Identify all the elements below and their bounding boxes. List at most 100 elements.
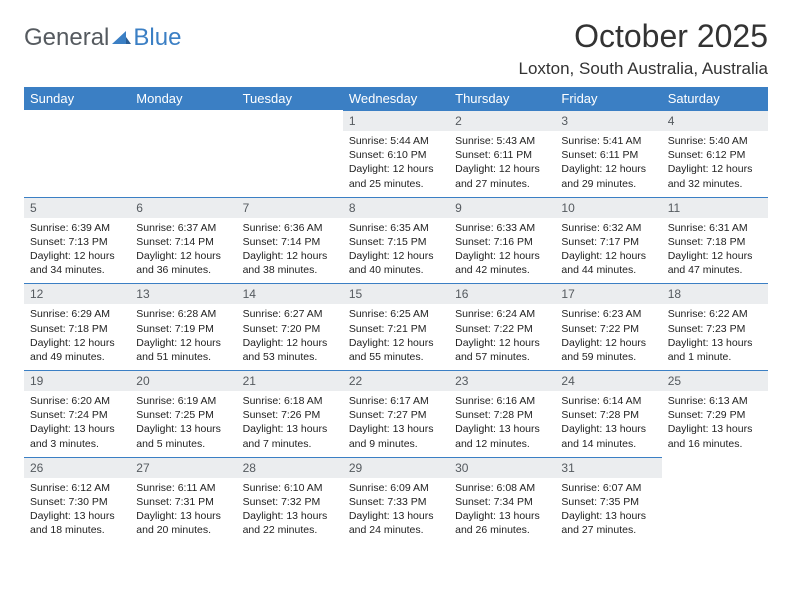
logo: General Blue [24, 24, 181, 52]
day-number: 3 [555, 110, 661, 131]
sunset-line: Sunset: 7:31 PM [136, 495, 230, 509]
sunset-line: Sunset: 7:22 PM [561, 322, 655, 336]
day-number: 25 [662, 370, 768, 391]
cell-body: Sunrise: 6:20 AMSunset: 7:24 PMDaylight:… [24, 391, 130, 457]
day-number: 5 [24, 197, 130, 218]
cell-body: Sunrise: 5:41 AMSunset: 6:11 PMDaylight:… [555, 131, 661, 197]
cell-body: Sunrise: 5:40 AMSunset: 6:12 PMDaylight:… [662, 131, 768, 197]
sunset-line: Sunset: 6:11 PM [455, 148, 549, 162]
sunset-line: Sunset: 6:12 PM [668, 148, 762, 162]
daylight-line: Daylight: 13 hours and 27 minutes. [561, 509, 655, 537]
cell-body: Sunrise: 6:07 AMSunset: 7:35 PMDaylight:… [555, 478, 661, 544]
cell-body: Sunrise: 6:08 AMSunset: 7:34 PMDaylight:… [449, 478, 555, 544]
calendar-cell: 29Sunrise: 6:09 AMSunset: 7:33 PMDayligh… [343, 457, 449, 544]
cell-body: Sunrise: 6:39 AMSunset: 7:13 PMDaylight:… [24, 218, 130, 284]
daylight-line: Daylight: 12 hours and 29 minutes. [561, 162, 655, 190]
sunrise-line: Sunrise: 6:39 AM [30, 221, 124, 235]
sunrise-line: Sunrise: 6:28 AM [136, 307, 230, 321]
sunset-line: Sunset: 7:13 PM [30, 235, 124, 249]
day-number: 28 [237, 457, 343, 478]
sunrise-line: Sunrise: 6:25 AM [349, 307, 443, 321]
calendar-cell: 12Sunrise: 6:29 AMSunset: 7:18 PMDayligh… [24, 283, 130, 370]
sunset-line: Sunset: 7:33 PM [349, 495, 443, 509]
day-number: 29 [343, 457, 449, 478]
cell-body: Sunrise: 6:24 AMSunset: 7:22 PMDaylight:… [449, 304, 555, 370]
calendar-cell: 14Sunrise: 6:27 AMSunset: 7:20 PMDayligh… [237, 283, 343, 370]
day-number: 15 [343, 283, 449, 304]
day-number: 17 [555, 283, 661, 304]
calendar-cell: 8Sunrise: 6:35 AMSunset: 7:15 PMDaylight… [343, 197, 449, 284]
sunset-line: Sunset: 7:34 PM [455, 495, 549, 509]
day-number: 12 [24, 283, 130, 304]
weekday-header: Wednesday [343, 87, 449, 110]
sunrise-line: Sunrise: 6:11 AM [136, 481, 230, 495]
cell-body: Sunrise: 6:17 AMSunset: 7:27 PMDaylight:… [343, 391, 449, 457]
sunset-line: Sunset: 6:11 PM [561, 148, 655, 162]
calendar-cell: 17Sunrise: 6:23 AMSunset: 7:22 PMDayligh… [555, 283, 661, 370]
sunrise-line: Sunrise: 6:32 AM [561, 221, 655, 235]
calendar-cell: 19Sunrise: 6:20 AMSunset: 7:24 PMDayligh… [24, 370, 130, 457]
calendar-cell [662, 457, 768, 544]
daylight-line: Daylight: 12 hours and 49 minutes. [30, 336, 124, 364]
sunrise-line: Sunrise: 6:07 AM [561, 481, 655, 495]
sunset-line: Sunset: 7:17 PM [561, 235, 655, 249]
sunset-line: Sunset: 7:14 PM [243, 235, 337, 249]
day-number: 4 [662, 110, 768, 131]
sunrise-line: Sunrise: 6:22 AM [668, 307, 762, 321]
calendar-week: 19Sunrise: 6:20 AMSunset: 7:24 PMDayligh… [24, 370, 768, 457]
daylight-line: Daylight: 12 hours and 47 minutes. [668, 249, 762, 277]
daylight-line: Daylight: 13 hours and 18 minutes. [30, 509, 124, 537]
day-number: 20 [130, 370, 236, 391]
sunrise-line: Sunrise: 5:41 AM [561, 134, 655, 148]
daylight-line: Daylight: 13 hours and 14 minutes. [561, 422, 655, 450]
sunset-line: Sunset: 7:21 PM [349, 322, 443, 336]
sunrise-line: Sunrise: 6:20 AM [30, 394, 124, 408]
day-number: 30 [449, 457, 555, 478]
daylight-line: Daylight: 13 hours and 22 minutes. [243, 509, 337, 537]
daylight-line: Daylight: 12 hours and 44 minutes. [561, 249, 655, 277]
cell-body: Sunrise: 6:14 AMSunset: 7:28 PMDaylight:… [555, 391, 661, 457]
calendar-table: SundayMondayTuesdayWednesdayThursdayFrid… [24, 87, 768, 543]
sunrise-line: Sunrise: 6:08 AM [455, 481, 549, 495]
sunrise-line: Sunrise: 5:40 AM [668, 134, 762, 148]
sunset-line: Sunset: 7:20 PM [243, 322, 337, 336]
day-number: 11 [662, 197, 768, 218]
calendar-cell: 6Sunrise: 6:37 AMSunset: 7:14 PMDaylight… [130, 197, 236, 284]
calendar-cell: 27Sunrise: 6:11 AMSunset: 7:31 PMDayligh… [130, 457, 236, 544]
daylight-line: Daylight: 12 hours and 38 minutes. [243, 249, 337, 277]
sunset-line: Sunset: 7:19 PM [136, 322, 230, 336]
day-number: 21 [237, 370, 343, 391]
daylight-line: Daylight: 12 hours and 36 minutes. [136, 249, 230, 277]
daylight-line: Daylight: 12 hours and 27 minutes. [455, 162, 549, 190]
calendar-cell: 16Sunrise: 6:24 AMSunset: 7:22 PMDayligh… [449, 283, 555, 370]
calendar-cell: 24Sunrise: 6:14 AMSunset: 7:28 PMDayligh… [555, 370, 661, 457]
day-number: 2 [449, 110, 555, 131]
day-number: 1 [343, 110, 449, 131]
day-number: 31 [555, 457, 661, 478]
daylight-line: Daylight: 12 hours and 59 minutes. [561, 336, 655, 364]
cell-body: Sunrise: 6:28 AMSunset: 7:19 PMDaylight:… [130, 304, 236, 370]
day-number: 13 [130, 283, 236, 304]
calendar-week: 5Sunrise: 6:39 AMSunset: 7:13 PMDaylight… [24, 197, 768, 284]
sunrise-line: Sunrise: 6:35 AM [349, 221, 443, 235]
sunrise-line: Sunrise: 6:13 AM [668, 394, 762, 408]
daylight-line: Daylight: 13 hours and 12 minutes. [455, 422, 549, 450]
sunset-line: Sunset: 7:26 PM [243, 408, 337, 422]
sunset-line: Sunset: 7:25 PM [136, 408, 230, 422]
sunrise-line: Sunrise: 5:44 AM [349, 134, 443, 148]
sunrise-line: Sunrise: 6:24 AM [455, 307, 549, 321]
day-number: 19 [24, 370, 130, 391]
calendar-week: 12Sunrise: 6:29 AMSunset: 7:18 PMDayligh… [24, 283, 768, 370]
sunrise-line: Sunrise: 6:31 AM [668, 221, 762, 235]
day-number: 27 [130, 457, 236, 478]
weekday-header: Friday [555, 87, 661, 110]
sail-icon [111, 30, 131, 46]
calendar-body: 1Sunrise: 5:44 AMSunset: 6:10 PMDaylight… [24, 110, 768, 543]
daylight-line: Daylight: 13 hours and 26 minutes. [455, 509, 549, 537]
day-number: 7 [237, 197, 343, 218]
sunset-line: Sunset: 7:24 PM [30, 408, 124, 422]
sunrise-line: Sunrise: 6:09 AM [349, 481, 443, 495]
cell-body: Sunrise: 6:12 AMSunset: 7:30 PMDaylight:… [24, 478, 130, 544]
sunset-line: Sunset: 7:15 PM [349, 235, 443, 249]
calendar-cell: 28Sunrise: 6:10 AMSunset: 7:32 PMDayligh… [237, 457, 343, 544]
